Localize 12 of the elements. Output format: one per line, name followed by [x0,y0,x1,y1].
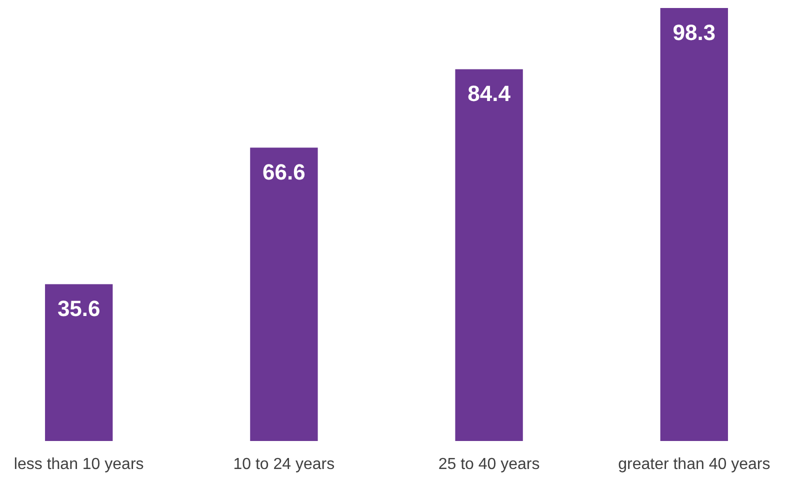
data-label: 66.6 [262,160,306,185]
x-tick-label: 25 to 40 years [438,456,540,473]
x-tick-label: greater than 40 years [618,456,770,473]
x-tick-label: 10 to 24 years [233,456,335,473]
bar [660,8,728,441]
bar [250,148,318,441]
bar [455,69,523,441]
data-label: 35.6 [57,296,100,322]
data-label: 98.3 [672,20,716,45]
bar [45,284,113,441]
data-label: 84.4 [468,81,512,106]
x-tick-label: less than 10 years [14,456,144,473]
